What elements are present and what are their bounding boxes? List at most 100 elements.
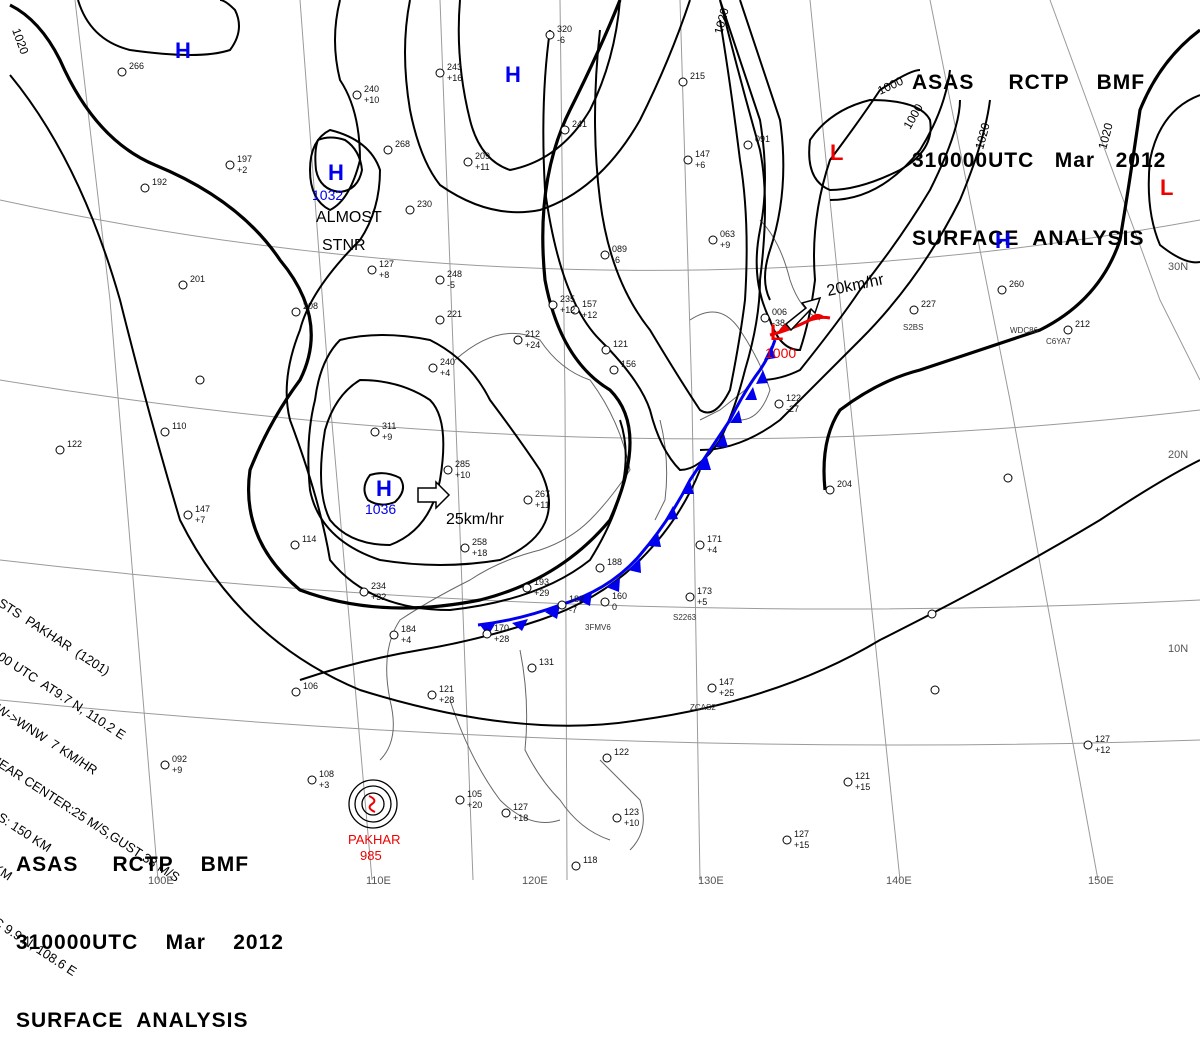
station-pressure: 127 xyxy=(379,259,394,269)
low-value-1000: 1000 xyxy=(765,345,796,361)
header-top-line2: 310000UTC Mar 2012 xyxy=(912,149,1167,172)
station-pressure: 106 xyxy=(303,681,318,691)
station-pressure: 105 xyxy=(467,789,482,799)
station-markers xyxy=(55,30,1093,871)
station-id: 3FMV6 xyxy=(585,623,611,632)
station-pressure: 268 xyxy=(395,139,410,149)
isobar-label-nw: 1020 xyxy=(9,26,31,56)
graticule xyxy=(0,0,1200,881)
station-tendency: +28 xyxy=(494,634,509,644)
surface-analysis-map xyxy=(0,0,1200,881)
station-tendency: +9 xyxy=(382,432,392,442)
station-tendency: +32 xyxy=(371,592,386,602)
station-tendency: +3 xyxy=(319,780,329,790)
high-center-north: H xyxy=(505,62,521,87)
station-id: ZCAS2 xyxy=(690,703,716,712)
station-tendency: +28 xyxy=(439,695,454,705)
station-pressure: 241 xyxy=(572,119,587,129)
station-pressure: 193 xyxy=(534,577,549,587)
station-pressure: 122 xyxy=(786,393,801,403)
station-pressure: 184 xyxy=(401,624,416,634)
station-pressure: 320 xyxy=(557,24,572,34)
station-pressure: 208 xyxy=(303,301,318,311)
station-tendency: +5 xyxy=(697,597,707,607)
almost-label: ALMOST xyxy=(316,209,382,226)
lon-label-120e: 120E xyxy=(522,875,548,887)
station-pressure: 091 xyxy=(755,134,770,144)
station-pressure: 118 xyxy=(583,855,597,865)
station-pressure: 089 xyxy=(612,244,627,254)
station-pressure: 188 xyxy=(607,557,622,567)
station-pressure: 227 xyxy=(921,299,936,309)
station-pressure: 122 xyxy=(614,747,629,757)
station-pressure: 209 xyxy=(475,151,490,161)
header-top-line1: ASAS RCTP BMF xyxy=(912,71,1146,94)
station-tendency: -7 xyxy=(569,605,577,615)
station-pressure: 108 xyxy=(319,769,334,779)
station-pressure: 092 xyxy=(172,754,187,764)
lon-label-140e: 140E xyxy=(886,875,912,887)
lon-label-130e: 130E xyxy=(698,875,724,887)
station-tendency: +18 xyxy=(513,813,528,823)
high-center-1036: H xyxy=(376,476,392,501)
isobar-label-1000a: 1000 xyxy=(875,74,905,98)
station-pressure: 160 xyxy=(612,591,627,601)
station-pressure: 201 xyxy=(190,274,205,284)
station-pressure: 127 xyxy=(513,802,528,812)
station-tendency: -6 xyxy=(612,255,620,265)
station-tendency: +20 xyxy=(467,800,482,810)
header-bottom-line3: SURFACE ANALYSIS xyxy=(16,1009,249,1032)
station-pressure: 212 xyxy=(525,329,540,339)
station-pressure: 267 xyxy=(535,489,550,499)
station-id: S2BS xyxy=(903,323,923,332)
station-tendency: +11 xyxy=(535,500,550,510)
station-tendency: +4 xyxy=(401,635,411,645)
typhoon-symbol xyxy=(348,779,398,829)
station-pressure: 197 xyxy=(237,154,252,164)
station-pressure: 127 xyxy=(1095,734,1110,744)
station-pressure: 285 xyxy=(455,459,470,469)
station-pressure: 063 xyxy=(720,229,735,239)
station-pressure: 260 xyxy=(1009,279,1024,289)
station-tendency: +9 xyxy=(172,765,182,775)
station-pressure: 234 xyxy=(371,581,386,591)
station-pressure: 212 xyxy=(1075,319,1090,329)
high-motion-speed: 25km/hr xyxy=(446,511,504,528)
station-pressure: 311 xyxy=(382,421,396,431)
station-id: C6YA7 xyxy=(1046,337,1071,346)
station-pressure: 243 xyxy=(447,62,462,72)
high-center-nw: H xyxy=(175,38,191,63)
station-pressure: 122 xyxy=(67,439,82,449)
lon-label-110e: 110E xyxy=(366,875,391,887)
station-pressure: 240 xyxy=(440,357,455,367)
station-pressure: 240 xyxy=(364,84,379,94)
station-pressure: 147 xyxy=(719,677,734,687)
station-tendency: +12 xyxy=(582,310,597,320)
low-motion-speed: 20km/hr xyxy=(825,271,886,300)
station-tendency: +11 xyxy=(475,162,490,172)
station-tendency: -38 xyxy=(772,318,785,328)
station-tendency: +24 xyxy=(525,340,540,350)
low-center-1: L xyxy=(830,140,843,165)
isobars xyxy=(9,0,1200,727)
station-tendency: +6 xyxy=(695,160,705,170)
station-tendency: -5 xyxy=(447,280,455,290)
station-tendency: +4 xyxy=(707,545,717,555)
station-tendency: +15 xyxy=(794,840,809,850)
station-pressure: 114 xyxy=(302,534,316,544)
station-pressure: 204 xyxy=(837,479,852,489)
station-tendency: +12 xyxy=(1095,745,1110,755)
station-tendency: -27 xyxy=(786,404,799,414)
station-tendency: +29 xyxy=(534,588,549,598)
map-labels: H H H H H L L L 1032 1036 1000 1020 1020… xyxy=(9,6,1188,887)
station-pressure: 123 xyxy=(624,807,639,817)
station-pressure: 110 xyxy=(172,421,186,431)
high-center-1032: H xyxy=(328,160,344,185)
high-center-east: H xyxy=(995,228,1011,253)
station-pressure: 121 xyxy=(613,339,628,349)
station-pressure: 192 xyxy=(152,177,167,187)
lon-label-100e: 100E xyxy=(148,875,174,887)
station-pressure: 235 xyxy=(560,294,575,304)
station-tendency: +12 xyxy=(560,305,575,315)
station-pressure: 248 xyxy=(447,269,462,279)
